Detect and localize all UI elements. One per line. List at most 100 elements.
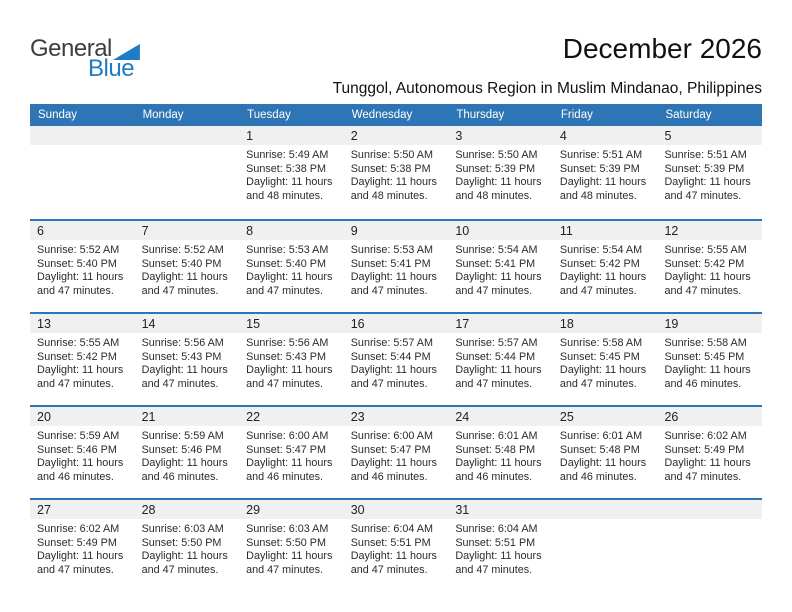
date-number: 27 <box>37 502 51 517</box>
date-number: 9 <box>350 223 358 238</box>
day-details: Sunrise: 5:51 AM Sunset: 5:39 PM Daylight:… <box>553 145 658 203</box>
day-details <box>135 145 240 149</box>
day-detail-line: and 47 minutes. <box>141 377 219 390</box>
day-details: Sunrise: 6:01 AM Sunset: 5:48 PM Daylight:… <box>553 426 658 484</box>
day-detail-line: Daylight: 11 hours <box>664 271 751 283</box>
day-detail-line: Sunset: 5:41 PM <box>455 257 536 270</box>
date-band: 8 <box>239 221 344 240</box>
day-cell: 23 Sunrise: 6:00 AM Sunset: 5:47 PM Dayligh… <box>343 407 449 498</box>
date-number: 30 <box>350 502 365 517</box>
day-detail-line: Sunrise: 5:50 AM <box>455 149 538 161</box>
day-detail-line: Sunset: 5:46 PM <box>37 443 117 456</box>
date-number: 16 <box>350 316 365 331</box>
date-number: 22 <box>246 409 261 424</box>
day-details: Sunrise: 5:49 AM Sunset: 5:38 PM Daylight:… <box>239 145 344 203</box>
day-detail-line: Sunrise: 5:51 AM <box>664 149 747 161</box>
date-band: 29 <box>239 500 344 519</box>
day-detail-line: Sunset: 5:50 PM <box>246 536 326 549</box>
day-cell: 4 Sunrise: 5:51 AM Sunset: 5:39 PM Daylight… <box>552 126 658 219</box>
day-cell <box>657 500 763 591</box>
day-cell: 20 Sunrise: 5:59 AM Sunset: 5:46 PM Dayligh… <box>30 407 135 498</box>
date-number: 18 <box>559 316 574 331</box>
date-band: 15 <box>239 314 344 333</box>
day-cell: 30 Sunrise: 6:04 AM Sunset: 5:51 PM Dayligh… <box>343 500 449 591</box>
logo-text-general: General <box>30 37 140 61</box>
weekday-header-saturday: Saturday <box>665 109 712 121</box>
date-band: 26 <box>657 407 763 426</box>
day-detail-line: Sunrise: 5:50 AM <box>350 149 433 161</box>
day-detail-line: Sunrise: 5:56 AM <box>141 337 224 349</box>
calendar-grid: 1 Sunrise: 5:49 AM Sunset: 5:38 PM Daylight… <box>30 126 763 591</box>
day-detail-line: Sunset: 5:39 PM <box>559 162 640 175</box>
day-detail-line: Daylight: 11 hours <box>350 550 437 562</box>
day-detail-line: and 47 minutes. <box>37 563 114 576</box>
day-detail-line: Sunrise: 6:00 AM <box>350 430 433 442</box>
day-detail-line: Sunset: 5:50 PM <box>141 536 222 549</box>
day-detail-line: Daylight: 11 hours <box>664 364 751 376</box>
date-band <box>134 126 240 145</box>
day-detail-line: Sunset: 5:47 PM <box>246 443 326 456</box>
day-cell: 25 Sunrise: 6:01 AM Sunset: 5:48 PM Dayligh… <box>552 407 658 498</box>
date-band: 5 <box>657 126 763 145</box>
day-detail-line: and 46 minutes. <box>559 470 637 483</box>
week-row: 20 Sunrise: 5:59 AM Sunset: 5:46 PM Dayligh… <box>30 405 763 498</box>
day-cell: 12 Sunrise: 5:55 AM Sunset: 5:42 PM Dayligh… <box>657 221 763 312</box>
day-detail-line: and 47 minutes. <box>141 284 219 297</box>
day-details: Sunrise: 5:51 AM Sunset: 5:39 PM Daylight:… <box>657 145 762 203</box>
day-detail-line: Daylight: 11 hours <box>350 364 437 376</box>
day-detail-line: Sunset: 5:43 PM <box>246 350 326 363</box>
day-detail-line: Daylight: 11 hours <box>559 271 647 283</box>
date-band: 23 <box>343 407 449 426</box>
day-cell: 6 Sunrise: 5:52 AM Sunset: 5:40 PM Daylight… <box>30 221 135 312</box>
day-detail-line: Sunrise: 5:53 AM <box>350 244 433 256</box>
day-cell: 18 Sunrise: 5:58 AM Sunset: 5:45 PM Dayligh… <box>552 314 658 405</box>
date-band: 22 <box>239 407 344 426</box>
day-details: Sunrise: 5:52 AM Sunset: 5:40 PM Daylight:… <box>135 240 240 298</box>
weekday-header-monday: Monday <box>142 109 184 121</box>
logo-triangle-icon <box>112 44 140 60</box>
date-band: 13 <box>30 314 135 333</box>
date-band: 30 <box>343 500 449 519</box>
date-number: 5 <box>664 128 672 143</box>
day-cell: 11 Sunrise: 5:54 AM Sunset: 5:42 PM Dayligh… <box>552 221 658 312</box>
day-detail-line: and 46 minutes. <box>141 470 219 483</box>
day-detail-line: Daylight: 11 hours <box>664 457 751 469</box>
page-title: December 2026 <box>562 33 762 64</box>
date-band: 14 <box>134 314 240 333</box>
day-details: Sunrise: 5:54 AM Sunset: 5:41 PM Daylight:… <box>448 240 553 298</box>
day-detail-line: and 47 minutes. <box>664 284 742 297</box>
day-detail-line: Sunrise: 6:03 AM <box>246 523 329 535</box>
day-detail-line: Sunrise: 6:02 AM <box>37 523 120 535</box>
day-detail-line: Daylight: 11 hours <box>246 176 333 188</box>
day-detail-line: and 46 minutes. <box>455 470 533 483</box>
date-band: 28 <box>134 500 240 519</box>
day-cell: 16 Sunrise: 5:57 AM Sunset: 5:44 PM Dayligh… <box>343 314 449 405</box>
day-cell: 1 Sunrise: 5:49 AM Sunset: 5:38 PM Daylight… <box>239 126 344 219</box>
date-band: 21 <box>134 407 240 426</box>
day-detail-line: Sunset: 5:45 PM <box>559 350 640 363</box>
day-details: Sunrise: 6:00 AM Sunset: 5:47 PM Daylight:… <box>239 426 344 484</box>
date-number: 31 <box>455 502 470 517</box>
date-number: 25 <box>559 409 574 424</box>
day-details: Sunrise: 5:59 AM Sunset: 5:46 PM Daylight:… <box>30 426 135 484</box>
week-row: 1 Sunrise: 5:49 AM Sunset: 5:38 PM Daylight… <box>30 126 763 219</box>
day-detail-line: Sunset: 5:51 PM <box>350 536 431 549</box>
day-detail-line: Daylight: 11 hours <box>141 364 228 376</box>
date-band <box>552 500 658 519</box>
location-subtitle: Tunggol, Autonomous Region in Muslim Min… <box>332 80 762 97</box>
day-detail-line: Sunrise: 5:57 AM <box>455 337 538 349</box>
day-detail-line: Daylight: 11 hours <box>559 457 647 469</box>
day-cell: 7 Sunrise: 5:52 AM Sunset: 5:40 PM Daylight… <box>134 221 240 312</box>
day-detail-line: Sunset: 5:45 PM <box>664 350 745 363</box>
date-band: 20 <box>30 407 135 426</box>
day-detail-line: Daylight: 11 hours <box>37 550 124 562</box>
weekday-header-tuesday: Tuesday <box>247 109 291 121</box>
date-band: 4 <box>552 126 658 145</box>
day-detail-line: and 47 minutes. <box>37 377 114 390</box>
day-detail-line: Sunrise: 5:56 AM <box>246 337 329 349</box>
date-number: 19 <box>664 316 679 331</box>
day-detail-line: Daylight: 11 hours <box>350 176 437 188</box>
day-details: Sunrise: 6:00 AM Sunset: 5:47 PM Daylight:… <box>344 426 449 484</box>
day-detail-line: and 47 minutes. <box>455 563 533 576</box>
day-details: Sunrise: 5:58 AM Sunset: 5:45 PM Daylight:… <box>657 333 762 391</box>
